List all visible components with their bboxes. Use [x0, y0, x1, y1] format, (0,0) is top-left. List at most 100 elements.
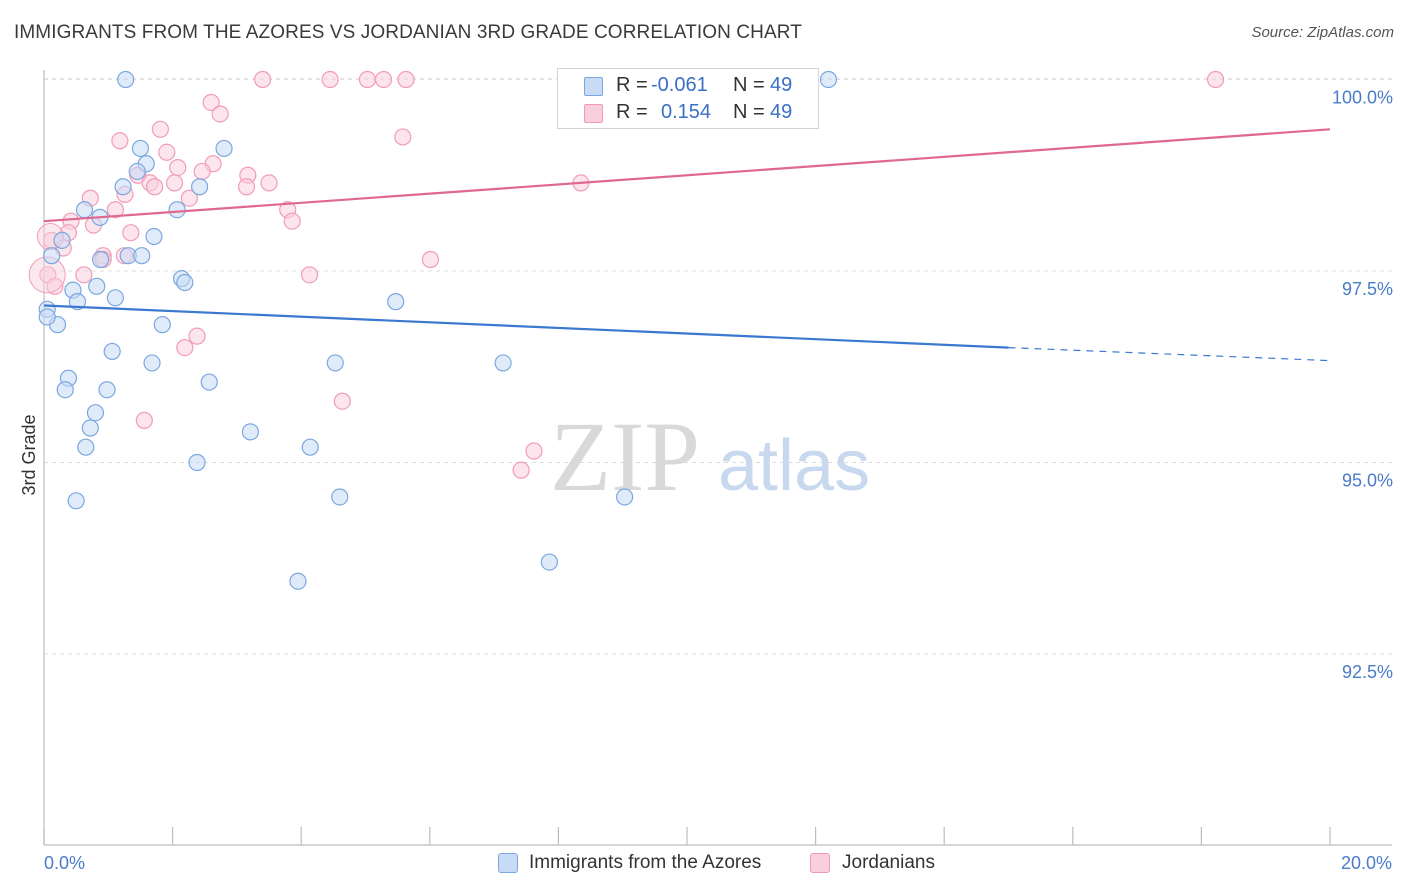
jordanians-point	[237, 178, 256, 196]
jordanians-point	[169, 158, 187, 177]
azores-point	[200, 373, 218, 391]
azores-point	[494, 354, 512, 372]
azores-point	[168, 201, 186, 219]
n-value-azores: 49	[770, 74, 793, 96]
n-value-jordanians: 49	[770, 101, 793, 123]
r-value-jordanians: 0.154	[661, 101, 712, 123]
jordanians-point	[188, 327, 206, 345]
jordanians-point	[180, 189, 198, 207]
azores-point	[191, 178, 209, 196]
y-tick-label: 95.0%	[1342, 471, 1393, 491]
azores-point	[103, 342, 121, 361]
jordanians-point	[106, 201, 124, 219]
azores-point	[819, 70, 838, 89]
jordanians-point	[525, 442, 543, 460]
azores-point	[331, 488, 349, 506]
azores-point	[215, 139, 233, 158]
azores-point	[56, 381, 74, 399]
y-tick-labels: 100.0% 97.5% 95.0% 92.5%	[1332, 88, 1393, 683]
jordanians-point	[421, 250, 440, 269]
azores-point	[326, 354, 344, 372]
axes	[43, 70, 1392, 846]
jordanians-point	[151, 120, 169, 138]
azores-point	[131, 139, 150, 158]
azores-point	[67, 492, 85, 510]
chart-title: IMMIGRANTS FROM THE AZORES VS JORDANIAN …	[14, 22, 802, 43]
jordanians-point	[397, 70, 415, 89]
n-label: N =	[733, 101, 765, 123]
azores-point	[81, 419, 99, 437]
r-label: R =	[616, 74, 648, 96]
jordanians-point	[512, 461, 530, 479]
legend-azores-label: Immigrants from the Azores	[529, 852, 762, 873]
azores-point	[106, 289, 124, 307]
jordanians-point	[135, 411, 153, 429]
jordanians-point	[46, 277, 64, 295]
azores-point	[133, 247, 151, 265]
azores-point	[301, 438, 319, 456]
azores-point	[616, 488, 634, 506]
azores-point	[241, 423, 260, 441]
azores-point	[387, 293, 405, 311]
x-tick-label-min: 0.0%	[44, 853, 85, 873]
azores-point	[188, 453, 206, 472]
watermark-atlas: atlas	[718, 426, 870, 506]
correlation-stats-box: R = -0.061 N = 49 R = 0.154 N = 49	[557, 68, 819, 129]
azores-point	[114, 178, 132, 196]
jordanians-point	[145, 178, 164, 196]
y-axis-label: 3rd Grade	[19, 414, 39, 495]
azores-points	[38, 70, 838, 590]
jordanians-point	[158, 143, 176, 161]
y-tick-label: 92.5%	[1342, 662, 1393, 682]
jordanians-point	[374, 70, 393, 89]
jordanians-point	[260, 174, 278, 192]
y-tick-label: 97.5%	[1342, 279, 1393, 299]
r-value-azores: -0.061	[651, 74, 708, 96]
azores-point	[153, 316, 171, 334]
azores-point	[176, 273, 194, 292]
n-label: N =	[733, 74, 765, 96]
azores-point	[43, 247, 61, 265]
azores-point	[75, 201, 94, 219]
jordanians-point	[211, 105, 229, 123]
jordanians-point	[394, 128, 412, 146]
jordanians-trend-line	[43, 128, 1331, 223]
jordanians-point	[75, 266, 93, 284]
jordanians-point	[193, 162, 211, 181]
r-label: R =	[616, 101, 648, 123]
azores-point	[540, 553, 558, 571]
jordanians-point	[122, 224, 140, 242]
jordanians-point	[300, 266, 319, 284]
jordanians-point	[358, 70, 377, 89]
chart-source: Source: ZipAtlas.com	[1251, 24, 1394, 41]
jordanians-point	[202, 93, 220, 112]
azores-point	[143, 354, 161, 372]
azores-point	[86, 404, 105, 422]
azores-trend-line	[43, 304, 1009, 349]
azores-point	[88, 277, 106, 295]
jordanians-point	[1206, 70, 1225, 89]
stats-row-azores: R = -0.061 N = 49	[558, 74, 818, 100]
azores-point	[98, 381, 116, 399]
jordanians-point	[165, 174, 184, 192]
jordanians-point	[176, 339, 194, 357]
azores-point	[68, 293, 87, 311]
jordanians-point	[254, 70, 272, 89]
jordanians-point	[111, 132, 129, 150]
jordanians-swatch-icon	[584, 104, 603, 123]
trend-lines	[43, 128, 1331, 362]
azores-point	[53, 231, 71, 249]
x-tick-label-max: 20.0%	[1341, 853, 1392, 873]
jordanians-point	[333, 392, 351, 410]
azores-point	[77, 438, 95, 456]
azores-point	[91, 250, 110, 269]
legend: Immigrants from the Azores Jordanians	[0, 850, 1406, 880]
azores-point	[128, 162, 146, 181]
legend-azores-swatch-icon	[498, 853, 518, 873]
azores-point	[117, 70, 135, 89]
azores-swatch-icon	[584, 77, 603, 96]
azores-point	[38, 308, 56, 326]
stats-row-jordanians: R = 0.154 N = 49	[558, 101, 818, 127]
jordanians-point	[321, 70, 339, 89]
